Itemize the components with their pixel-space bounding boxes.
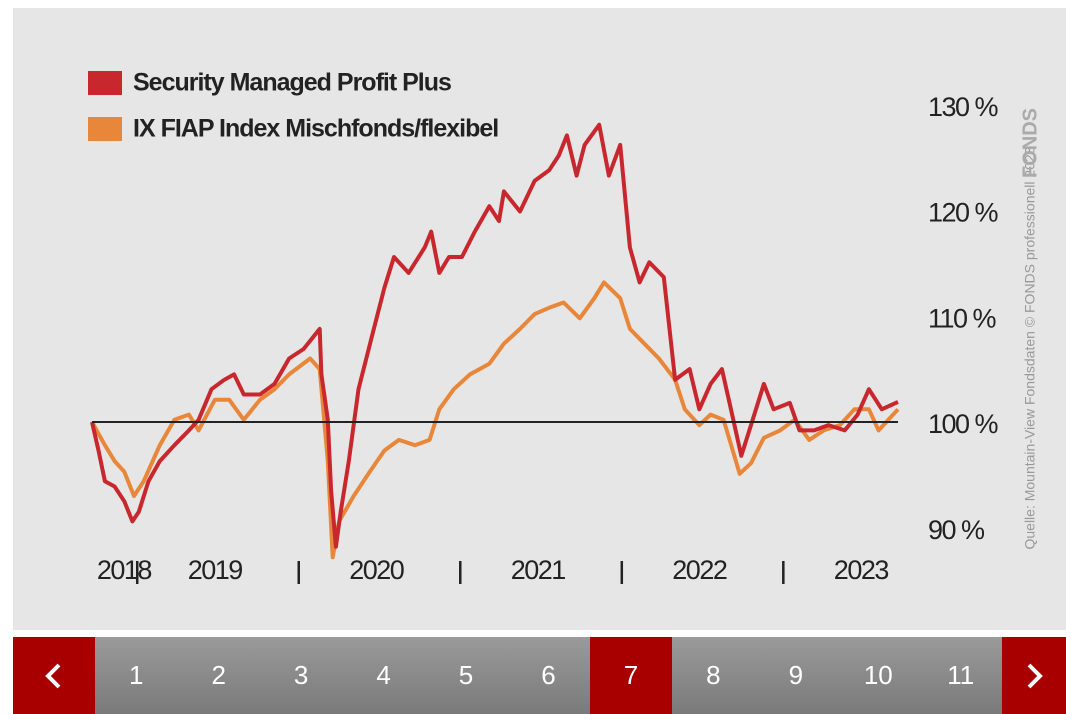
- legend-swatch: [88, 71, 122, 95]
- y-tick-label: 110 %: [928, 303, 997, 333]
- logo: FONDS: [1019, 108, 1041, 178]
- page-button[interactable]: 11: [947, 660, 975, 690]
- x-tick-label: 2020: [349, 555, 404, 585]
- page-button[interactable]: 5: [458, 660, 474, 690]
- page-button[interactable]: 2: [211, 660, 226, 690]
- page-button[interactable]: 3: [293, 660, 309, 690]
- series-line: [90, 280, 900, 560]
- x-tick-label: 2021: [511, 555, 566, 585]
- legend-label: Security Managed Profit Plus: [133, 69, 451, 97]
- y-tick-label: 130 %: [928, 92, 999, 122]
- page-button[interactable]: 7: [589, 637, 673, 714]
- chart: Quelle: Mountain-View Fondsdaten © FONDS…: [13, 8, 1066, 630]
- source: Quelle: Mountain-View Fondsdaten © FONDS…: [1022, 146, 1038, 549]
- y-tick-label: 100 %: [928, 409, 999, 439]
- x-tick-label: 2023: [834, 555, 889, 585]
- pagination: 1 2 3 4 5 6 7 8 9 10 11: [13, 637, 1066, 714]
- page-list: 1 2 3 4 5 6 7 8 9 10 11: [95, 637, 1002, 714]
- chart-background: [13, 8, 1066, 630]
- legend-label: IX FIAP Index Mischfonds/flexibel: [133, 115, 498, 143]
- legend-swatch: [88, 117, 122, 141]
- page-button[interactable]: 10: [863, 660, 893, 690]
- x-tick-label: 2018: [97, 555, 152, 585]
- prev-icon: [45, 663, 61, 688]
- page-button[interactable]: 9: [788, 660, 804, 690]
- y-tick-label: 90 %: [928, 515, 985, 545]
- next-button[interactable]: [1002, 637, 1066, 714]
- prev-button[interactable]: [13, 637, 95, 714]
- page-button[interactable]: 6: [541, 660, 556, 690]
- page-button[interactable]: 8: [706, 660, 721, 690]
- y-tick-label: 120 %: [928, 198, 999, 228]
- x-tick-label: 2019: [188, 555, 243, 585]
- page-button[interactable]: 4: [376, 660, 391, 690]
- x-tick-label: 2022: [672, 555, 727, 585]
- series-line: [90, 122, 899, 549]
- next-icon: [1027, 663, 1043, 688]
- page-button[interactable]: 1: [128, 660, 144, 690]
